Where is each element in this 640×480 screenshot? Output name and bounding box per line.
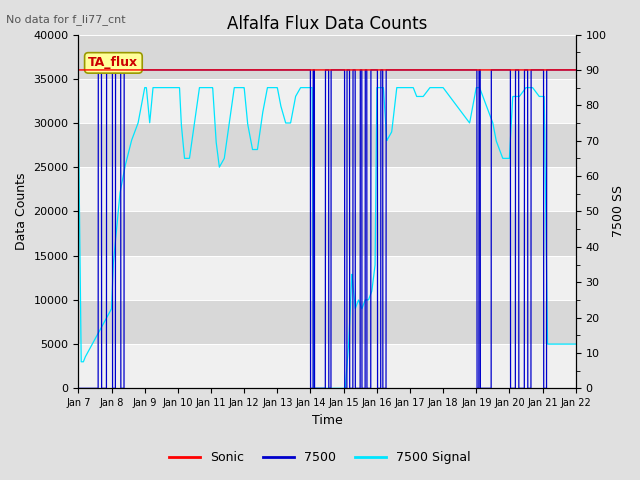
Bar <box>79 344 576 388</box>
Bar <box>79 167 576 211</box>
Title: Alfalfa Flux Data Counts: Alfalfa Flux Data Counts <box>227 15 428 33</box>
Bar <box>79 123 576 167</box>
X-axis label: Time: Time <box>312 414 342 427</box>
Bar <box>79 300 576 344</box>
Legend: Sonic, 7500, 7500 Signal: Sonic, 7500, 7500 Signal <box>164 446 476 469</box>
Text: No data for f_li77_cnt: No data for f_li77_cnt <box>6 14 126 25</box>
Y-axis label: Data Counts: Data Counts <box>15 173 28 250</box>
Text: TA_flux: TA_flux <box>88 56 138 70</box>
Bar <box>79 79 576 123</box>
Bar <box>79 211 576 256</box>
Bar <box>79 256 576 300</box>
Bar <box>79 35 576 79</box>
Y-axis label: 7500 SS: 7500 SS <box>612 185 625 238</box>
